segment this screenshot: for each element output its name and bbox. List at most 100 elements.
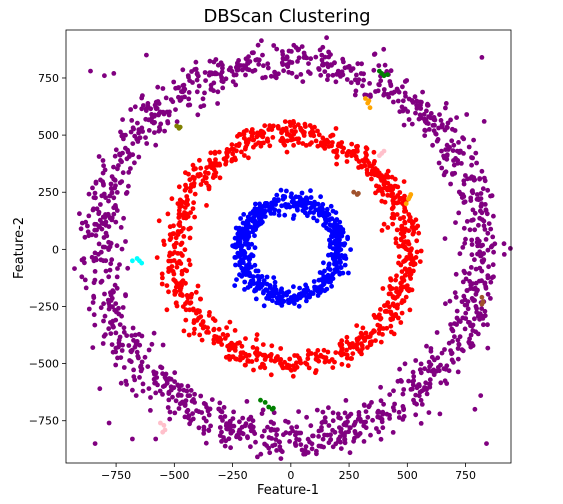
data-point-cluster-0 <box>81 256 87 261</box>
data-point-cluster-0 <box>401 122 407 128</box>
data-point-cluster-0 <box>406 117 412 122</box>
data-point-cluster-2 <box>232 255 238 260</box>
data-point-cluster-0 <box>299 44 305 49</box>
data-point-cluster-0 <box>447 298 453 304</box>
data-point-cluster-0 <box>426 381 432 387</box>
data-point-cluster-0 <box>479 168 485 174</box>
data-point-cluster-1 <box>381 221 387 227</box>
data-point-cluster-0 <box>296 437 302 443</box>
data-point-cluster-0 <box>152 112 158 118</box>
data-point-cluster-0 <box>422 133 428 139</box>
data-point-cluster-2 <box>338 259 343 265</box>
data-point-cluster-0 <box>92 190 98 196</box>
data-point-cluster-0 <box>198 104 204 110</box>
data-point-cluster-0 <box>328 432 333 438</box>
data-point-cluster-2 <box>249 210 255 216</box>
data-point-cluster-0 <box>477 265 483 271</box>
data-point-cluster-1 <box>208 160 214 166</box>
data-point-cluster-0 <box>357 431 363 436</box>
data-point-cluster-0 <box>325 77 330 83</box>
data-point-cluster-0 <box>400 391 406 397</box>
data-point-cluster-0 <box>348 425 353 431</box>
chart-title: DBScan Clustering <box>203 6 370 27</box>
data-point-cluster-1 <box>164 307 170 313</box>
data-point-cluster-0 <box>102 291 107 297</box>
data-point-cluster-0 <box>456 210 462 216</box>
data-point-cluster-2 <box>297 199 302 205</box>
data-point-cluster-0 <box>207 58 213 64</box>
data-point-cluster-0 <box>319 57 325 63</box>
data-point-cluster-1 <box>402 219 408 225</box>
data-point-cluster-2 <box>334 226 340 232</box>
data-point-cluster-0 <box>115 266 120 271</box>
data-point-cluster-0 <box>455 337 461 343</box>
data-point-cluster-0 <box>363 425 369 431</box>
data-point-cluster-0 <box>78 226 84 232</box>
data-point-cluster-0 <box>352 77 358 83</box>
data-point-cluster-0 <box>473 304 479 309</box>
data-point-cluster-2 <box>320 206 325 212</box>
data-point-cluster-1 <box>211 337 217 343</box>
data-point-cluster-0 <box>184 388 190 394</box>
data-point-cluster-1 <box>177 283 183 288</box>
data-point-cluster-1 <box>293 365 299 371</box>
data-point-cluster-0 <box>237 436 243 441</box>
data-point-cluster-0 <box>333 79 339 85</box>
data-point-cluster-1 <box>296 140 301 146</box>
data-point-cluster-1 <box>260 342 266 347</box>
data-point-cluster-0 <box>179 383 184 388</box>
data-point-cluster-1 <box>187 262 193 268</box>
data-point-cluster-0 <box>421 112 427 117</box>
data-point-cluster-1 <box>165 211 171 217</box>
data-point-cluster-1 <box>191 307 196 313</box>
plot-frame <box>65 29 512 464</box>
data-point-cluster-0 <box>173 398 179 404</box>
data-point-cluster-1 <box>355 338 360 344</box>
data-point-cluster-2 <box>256 215 262 221</box>
data-point-cluster-0 <box>463 276 469 282</box>
y-tick-label: −500 <box>29 358 59 371</box>
data-point-cluster-1 <box>390 221 396 227</box>
data-point-cluster-1 <box>183 170 188 176</box>
data-point-cluster-0 <box>221 405 227 410</box>
data-point-cluster-0 <box>338 415 343 421</box>
data-point-cluster-1 <box>183 200 189 206</box>
data-point-cluster-0 <box>460 279 466 285</box>
data-point-cluster-0 <box>83 285 89 291</box>
data-point-cluster-2 <box>342 241 348 247</box>
data-point-cluster-0 <box>90 345 96 350</box>
data-point-cluster-0 <box>194 408 199 414</box>
data-point-cluster-0 <box>131 337 136 343</box>
data-point-cluster-0 <box>198 393 204 399</box>
data-point-cluster-0 <box>319 420 325 426</box>
data-point-cluster-1 <box>279 128 285 134</box>
data-point-cluster-0 <box>380 409 386 415</box>
data-point-cluster-0 <box>136 355 141 361</box>
data-point-cluster-0 <box>466 271 472 276</box>
data-point-cluster-0 <box>448 322 453 327</box>
data-point-cluster-1 <box>198 296 203 302</box>
data-point-cluster-0 <box>381 87 387 92</box>
data-point-cluster-0 <box>450 171 455 176</box>
data-point-cluster-2 <box>274 192 280 198</box>
data-point-cluster-0 <box>152 130 157 136</box>
data-point-cluster-0 <box>308 56 314 62</box>
data-point-cluster-1 <box>178 292 183 298</box>
y-tick-label: 0 <box>52 243 59 256</box>
data-point-cluster-0 <box>91 258 97 264</box>
data-point-cluster-1 <box>393 240 399 246</box>
data-point-cluster-0 <box>132 104 138 110</box>
data-point-cluster-1 <box>177 223 183 229</box>
data-point-cluster-2 <box>243 272 249 277</box>
data-point-cluster-1 <box>418 248 424 254</box>
data-point-cluster-1 <box>268 372 274 378</box>
data-point-cluster-0 <box>392 401 397 407</box>
data-point-cluster-1 <box>395 200 401 205</box>
data-point-cluster-1 <box>175 229 181 234</box>
data-point-cluster-0 <box>308 423 314 429</box>
data-point-cluster-0 <box>479 278 484 284</box>
data-point-cluster-0 <box>217 400 223 406</box>
data-point-cluster-2 <box>247 216 253 221</box>
data-point-cluster-0 <box>252 67 258 73</box>
